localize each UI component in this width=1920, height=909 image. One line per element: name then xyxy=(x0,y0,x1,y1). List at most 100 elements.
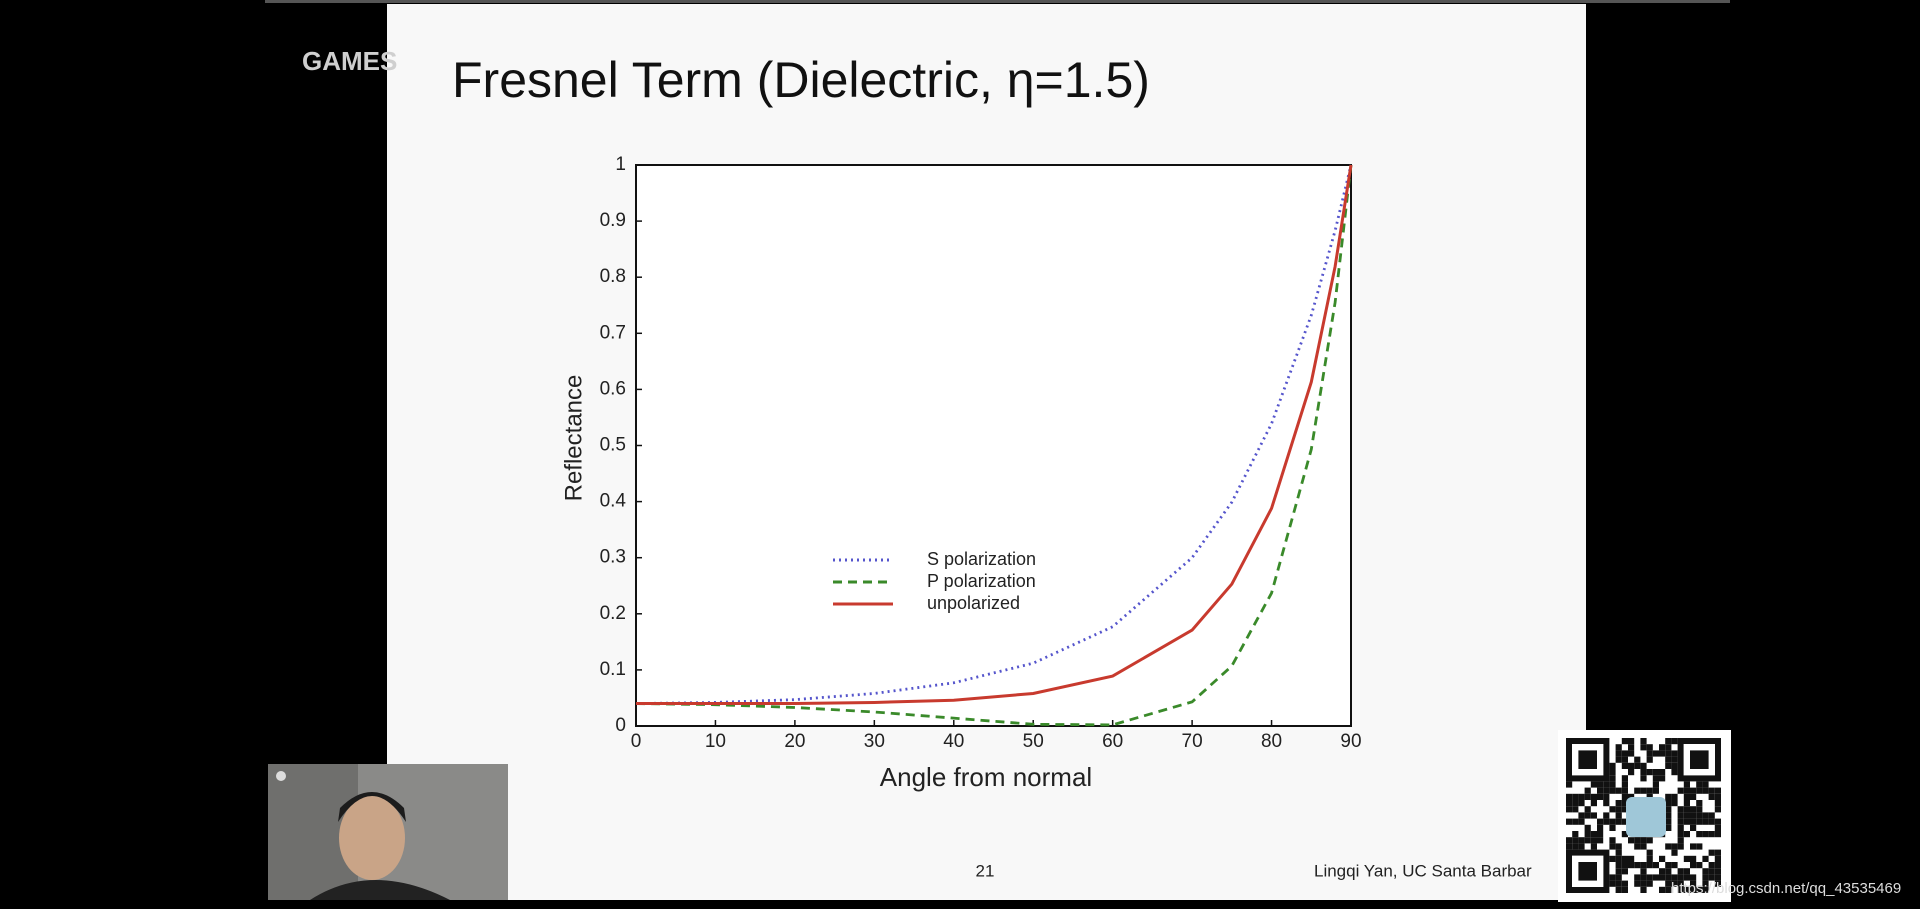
qr-cell xyxy=(1714,880,1721,887)
qr-cell xyxy=(1708,793,1715,800)
qr-finder xyxy=(1566,738,1610,782)
qr-cell xyxy=(1671,738,1678,745)
qr-cell xyxy=(1640,738,1647,745)
qr-cell xyxy=(1652,781,1659,788)
qr-cell xyxy=(1646,750,1653,757)
qr-cell xyxy=(1702,781,1709,788)
qr-cell xyxy=(1590,831,1597,838)
qr-cell xyxy=(1646,793,1653,800)
qr-cell xyxy=(1646,849,1653,856)
qr-cell xyxy=(1640,862,1647,869)
qr-cell xyxy=(1615,800,1622,807)
qr-cell xyxy=(1646,837,1653,844)
qr-cell xyxy=(1652,769,1659,776)
qr-cell xyxy=(1677,787,1684,794)
qr-cell xyxy=(1665,738,1672,745)
qr-cell xyxy=(1566,781,1573,788)
qr-cell xyxy=(1590,812,1597,819)
y-tick-label: 0.5 xyxy=(600,435,626,456)
qr-cell xyxy=(1566,818,1573,825)
qr-cell xyxy=(1621,880,1628,887)
series-line xyxy=(635,164,1353,727)
qr-cell xyxy=(1634,874,1641,881)
qr-cell xyxy=(1609,775,1616,782)
legend-label: unpolarized xyxy=(927,593,1020,613)
qr-cell xyxy=(1677,837,1684,844)
webcam-body xyxy=(310,880,450,900)
qr-cell xyxy=(1621,831,1628,838)
qr-cell xyxy=(1615,886,1622,893)
qr-cell xyxy=(1584,831,1591,838)
qr-cell xyxy=(1634,787,1641,794)
qr-cell xyxy=(1621,855,1628,862)
qr-cell xyxy=(1714,862,1721,869)
x-axis-label: Angle from normal xyxy=(880,762,1092,792)
qr-cell xyxy=(1696,812,1703,819)
qr-cell xyxy=(1690,787,1697,794)
qr-logo xyxy=(1626,797,1666,837)
qr-cell xyxy=(1690,818,1697,825)
qr-cell xyxy=(1665,744,1672,751)
qr-cell xyxy=(1683,806,1690,813)
y-tick-label: 0.7 xyxy=(600,322,626,343)
qr-cell xyxy=(1683,886,1690,893)
qr-cell xyxy=(1640,886,1647,893)
qr-cell xyxy=(1714,800,1721,807)
qr-cell xyxy=(1696,800,1703,807)
qr-cell xyxy=(1609,855,1616,862)
qr-cell xyxy=(1659,868,1666,875)
qr-cell xyxy=(1566,793,1573,800)
qr-cell xyxy=(1597,837,1604,844)
qr-cell xyxy=(1665,880,1672,887)
qr-cell xyxy=(1621,762,1628,769)
qr-finder xyxy=(1578,750,1597,769)
qr-cell xyxy=(1634,862,1641,869)
webcam-hair xyxy=(338,792,406,822)
qr-cell xyxy=(1683,818,1690,825)
x-tick-label: 0 xyxy=(631,731,642,752)
qr-cell xyxy=(1609,806,1616,813)
qr-cell xyxy=(1640,843,1647,850)
qr-cell xyxy=(1621,800,1628,807)
plot-frame xyxy=(635,164,1352,727)
qr-cell xyxy=(1671,874,1678,881)
qr-cell xyxy=(1683,781,1690,788)
qr-cell xyxy=(1615,744,1622,751)
qr-cell xyxy=(1621,787,1628,794)
qr-cell xyxy=(1671,769,1678,776)
qr-cell xyxy=(1597,787,1604,794)
qr-cell xyxy=(1665,843,1672,850)
webcam-dot xyxy=(276,771,286,781)
top-bar xyxy=(265,0,1730,3)
qr-cell xyxy=(1665,793,1672,800)
qr-cell xyxy=(1659,775,1666,782)
y-tick-label: 0.1 xyxy=(600,659,626,680)
qr-cell xyxy=(1609,762,1616,769)
legend-label: S polarization xyxy=(927,549,1036,569)
qr-cell xyxy=(1677,824,1684,831)
qr-cell xyxy=(1646,744,1653,751)
qr-cell xyxy=(1683,831,1690,838)
qr-cell xyxy=(1708,818,1715,825)
qr-cell xyxy=(1714,874,1721,881)
x-tick-label: 70 xyxy=(1182,731,1203,752)
qr-cell xyxy=(1628,750,1635,757)
qr-cell xyxy=(1696,831,1703,838)
qr-cell xyxy=(1615,818,1622,825)
qr-cell xyxy=(1659,769,1666,776)
qr-cell xyxy=(1671,800,1678,807)
qr-cell xyxy=(1702,880,1709,887)
x-tick-label: 10 xyxy=(705,731,726,752)
qr-finder xyxy=(1677,738,1721,782)
qr-cell xyxy=(1615,843,1622,850)
qr-cell xyxy=(1621,756,1628,763)
qr-cell xyxy=(1714,831,1721,838)
qr-cell xyxy=(1665,818,1672,825)
qr-cell xyxy=(1702,874,1709,881)
x-tick-label: 50 xyxy=(1023,731,1044,752)
qr-cell xyxy=(1590,793,1597,800)
qr-cell xyxy=(1652,750,1659,757)
qr-cell xyxy=(1708,868,1715,875)
qr-cell xyxy=(1640,868,1647,875)
qr-cell xyxy=(1714,868,1721,875)
